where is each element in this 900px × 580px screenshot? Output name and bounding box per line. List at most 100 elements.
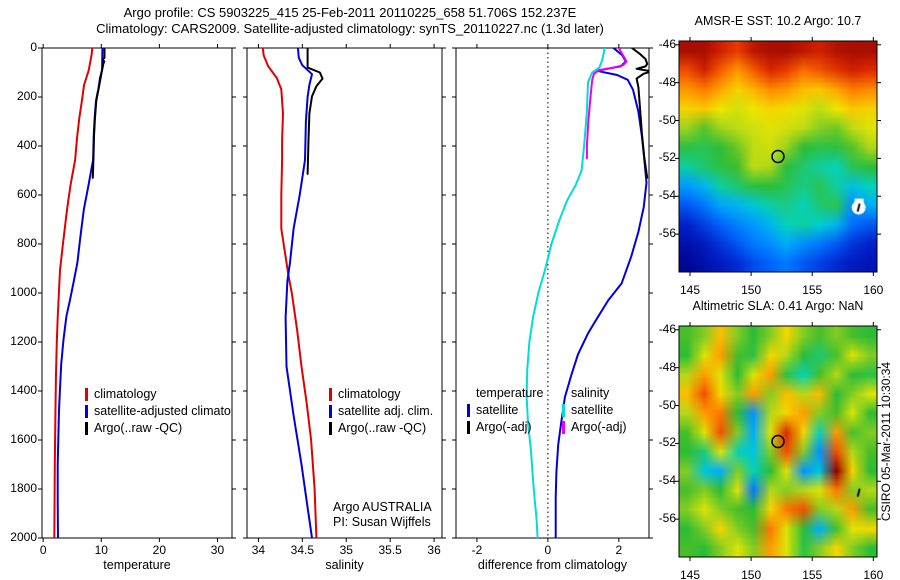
legend-item: satellite-adjusted climatology [85, 403, 231, 420]
tick-label: -52 [658, 435, 676, 450]
tick-label: -50 [658, 397, 676, 412]
tick-label: 30 [210, 543, 225, 557]
satellite-line-swatch [85, 405, 88, 418]
tick-label: 35.5 [378, 543, 402, 557]
legend-label: Argo(-adj) [571, 420, 627, 434]
legend-temperature-panel: climatology satellite-adjusted climatolo… [85, 386, 231, 437]
legend-label: satellite adj. clim. [338, 404, 434, 418]
tick-label: 150 [741, 568, 762, 580]
tick-label: -2 [471, 543, 483, 557]
legend-label: climatology [94, 387, 157, 401]
curve-argo-raw-qc- [91, 48, 106, 179]
legend-item: satellite [562, 402, 627, 419]
x-axis-label-difference: difference from climatology [477, 558, 628, 572]
csiro-timestamp: CSIRO 05-Mar-2011 10:30:34 [879, 361, 893, 522]
tick-label: 34.5 [290, 543, 314, 557]
argo-line-swatch [467, 421, 470, 434]
tick-label: 800 [16, 236, 37, 250]
legend-item: Argo(-adj) [562, 419, 627, 436]
legend-difference-salinity: salinity satellite Argo(-adj) [562, 385, 627, 436]
sla-map [679, 326, 877, 557]
argo-line-swatch [329, 422, 332, 435]
legend-item: climatology [329, 386, 442, 403]
tick-label: -54 [658, 473, 676, 488]
sst-map-title: AMSR-E SST: 10.2 Argo: 10.7 [694, 14, 862, 28]
curve-climatology [261, 48, 318, 538]
tick-label: 145 [679, 568, 701, 580]
satellite-line-swatch [329, 405, 332, 418]
legend-label: Argo(..raw -QC) [338, 421, 427, 435]
tick-label: 36 [427, 543, 441, 557]
climatology-line-swatch [85, 388, 88, 401]
legend-item: Argo(-adj) [467, 419, 543, 436]
figure-title-line2: Climatology: CARS2009. Satellite-adjuste… [96, 21, 604, 36]
attribution: Argo AUSTRALIA PI: Susan Wijffels [333, 500, 432, 530]
tick-label: 34 [251, 543, 266, 557]
satellite-line-swatch [467, 404, 470, 417]
curve-salinity-argo-adj- [585, 48, 628, 160]
legend-item: satellite [467, 402, 543, 419]
tick-label: -46 [658, 36, 676, 51]
panel-border [455, 47, 650, 539]
panel-border [41, 47, 233, 539]
tick-label: 1600 [10, 432, 37, 446]
tick-label: 0 [544, 543, 552, 557]
tick-label: 1200 [10, 334, 37, 348]
legend-label: climatology [338, 387, 401, 401]
legend-label: satellite [476, 403, 519, 417]
curve-argo-raw-qc- [306, 48, 324, 175]
tick-label: 0 [30, 40, 37, 54]
tick-label: -54 [658, 188, 676, 203]
tick-label: -56 [658, 511, 676, 526]
legend-label: satellite-adjusted climatology [94, 404, 231, 418]
curve-satellite-adjusted-climatology [56, 48, 104, 538]
legend-label: satellite [571, 403, 614, 417]
panel-border [246, 47, 443, 539]
curve-temperature-satellite [554, 48, 648, 538]
attribution-line2: PI: Susan Wijffels [333, 515, 431, 529]
sla-map-title: Altimetric SLA: 0.41 Argo: NaN [692, 299, 864, 313]
tick-label: 20 [152, 543, 167, 557]
tick-label: 150 [741, 283, 762, 297]
tick-label: 155 [802, 283, 823, 297]
tick-label: -48 [658, 74, 676, 89]
legend-item: Argo(..raw -QC) [85, 420, 231, 437]
x-axis-label-salinity: salinity [325, 558, 364, 572]
curve-salinity-satellite [525, 48, 606, 538]
tick-label: -52 [658, 150, 676, 165]
legend-difference-temperature: temperature satellite Argo(-adj) [467, 385, 543, 436]
tick-label: -50 [658, 112, 676, 127]
tick-label: 35 [339, 543, 353, 557]
tick-label: 160 [863, 568, 884, 580]
tick-label: 155 [802, 568, 823, 580]
legend-label: Argo(..raw -QC) [94, 421, 183, 435]
x-axis-label-temperature: temperature [103, 558, 171, 572]
legend-item: Argo(..raw -QC) [329, 420, 442, 437]
tick-label: 10 [94, 543, 108, 557]
tick-label: 600 [16, 187, 37, 201]
legend-salinity-panel: climatology satellite adj. clim. Argo(..… [329, 386, 442, 437]
tick-label: 1000 [10, 285, 37, 299]
satellite-salinity-line-swatch [562, 404, 565, 417]
legend-label: Argo(-adj) [476, 420, 532, 434]
sst-map [679, 41, 877, 272]
tick-label: 2000 [10, 530, 37, 544]
tick-label: 400 [16, 138, 37, 152]
legend-item: climatology [85, 386, 231, 403]
argo-salinity-line-swatch [562, 421, 565, 434]
tick-label: -56 [658, 226, 676, 241]
legend-item: satellite adj. clim. [329, 403, 442, 420]
legend-group-title: salinity [571, 386, 610, 400]
tick-label: 160 [863, 283, 884, 297]
tick-label: 200 [16, 89, 37, 103]
curve-satellite-adj-clim- [284, 48, 313, 538]
tick-label: 145 [679, 283, 701, 297]
tick-label: 1400 [10, 383, 37, 397]
argo-line-swatch [85, 422, 88, 435]
tick-label: -46 [658, 321, 676, 336]
tick-label: 2 [615, 543, 623, 557]
attribution-line1: Argo AUSTRALIA [333, 500, 432, 514]
curve-climatology [53, 48, 94, 538]
legend-group-title: temperature [476, 386, 544, 400]
